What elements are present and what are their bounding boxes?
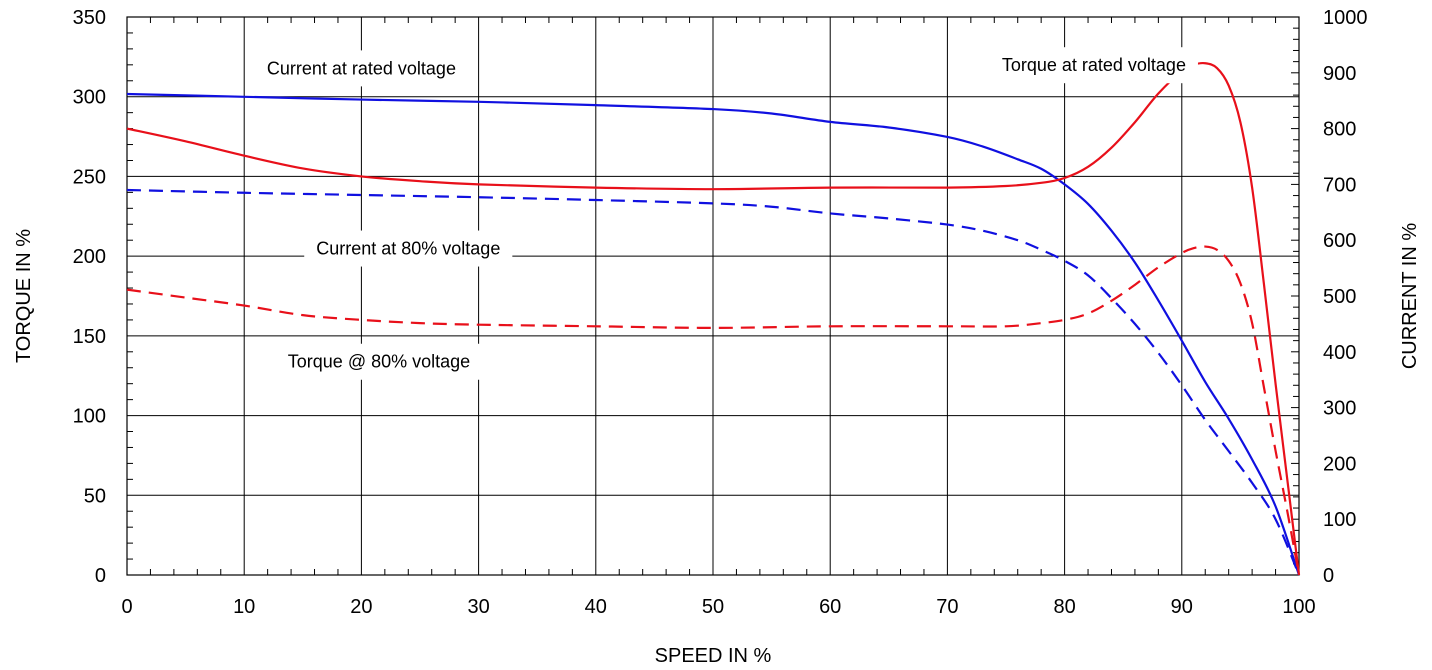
series-line-torque-dashed (126, 245, 1301, 576)
y-tick-label: 250 (73, 166, 106, 188)
x-tick-label: 100 (1282, 596, 1315, 618)
series-line-torque-solid (126, 61, 1301, 576)
x-tick-label: 20 (350, 596, 372, 618)
x-tick-label: 50 (702, 596, 724, 618)
y2-tick-label: 800 (1323, 119, 1356, 141)
y-tick-label: 350 (73, 7, 106, 29)
x-tick-label: 0 (121, 596, 132, 618)
y2-axis-title: CURRENT IN % (1399, 223, 1421, 370)
annotation-label: Torque at rated voltage (1002, 55, 1186, 75)
annotation-background (989, 47, 1198, 84)
x-axis-title: SPEED IN % (655, 645, 772, 667)
minor-ticks (127, 16, 1299, 576)
y2-tick-label: 100 (1323, 509, 1356, 531)
annotation-label: Current at 80% voltage (316, 239, 500, 259)
grid-lines (127, 17, 1299, 575)
y-tick-label: 200 (73, 246, 106, 268)
series-line-current-solid (126, 92, 1301, 576)
plot-frame (126, 16, 1300, 576)
x-tick-label: 40 (585, 596, 607, 618)
x-tick-label: 70 (936, 596, 958, 618)
annotation-background (275, 343, 483, 380)
series-line-current-dashed (126, 188, 1301, 576)
annotation-label: Torque @ 80% voltage (288, 352, 470, 372)
y-tick-label: 50 (84, 485, 106, 507)
x-tick-labels: 0 10 20 30 40 50 60 70 80 90 100 (121, 596, 1315, 618)
y2-tick-labels: 0 100 200 300 400 500 600 700 800 900 1000 (1323, 7, 1368, 587)
y2-tick-label: 900 (1323, 63, 1356, 85)
annotation-label: Current at rated voltage (267, 58, 456, 78)
y-tick-label: 150 (73, 326, 106, 348)
y-tick-labels: 0 50 100 150 200 250 300 350 (73, 7, 106, 587)
y2-tick-label: 600 (1323, 230, 1356, 252)
y-axis-title: TORQUE IN % (13, 229, 35, 363)
x-tick-label: 10 (233, 596, 255, 618)
y-tick-label: 300 (73, 87, 106, 109)
x-tick-label: 80 (1053, 596, 1075, 618)
y2-tick-label: 0 (1323, 565, 1334, 587)
y2-tick-label: 200 (1323, 453, 1356, 475)
y-tick-label: 0 (95, 565, 106, 587)
annotations: Current at rated voltage Torque at rated … (254, 47, 1198, 380)
series-lines (126, 61, 1301, 576)
y2-tick-label: 700 (1323, 174, 1356, 196)
y-tick-label: 100 (73, 406, 106, 428)
y2-tick-label: 1000 (1323, 7, 1368, 29)
annotation-background (254, 50, 468, 87)
x-tick-label: 60 (819, 596, 841, 618)
x-tick-label: 30 (467, 596, 489, 618)
y2-tick-label: 400 (1323, 342, 1356, 364)
y2-tick-label: 500 (1323, 286, 1356, 308)
y2-tick-label: 300 (1323, 398, 1356, 420)
x-tick-label: 90 (1171, 596, 1193, 618)
annotation-background (304, 230, 513, 267)
